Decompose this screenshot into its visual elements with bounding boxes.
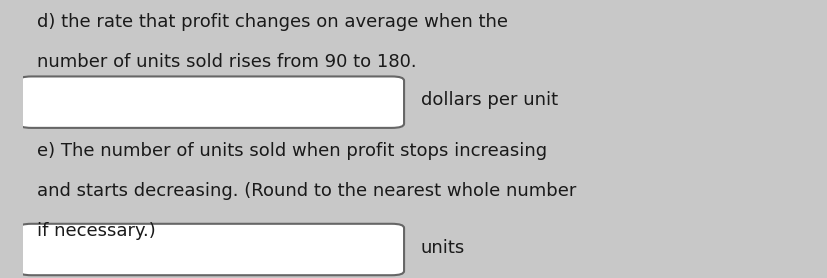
Text: if necessary.): if necessary.) (37, 222, 155, 240)
FancyBboxPatch shape (19, 76, 404, 128)
FancyBboxPatch shape (19, 224, 404, 275)
FancyBboxPatch shape (0, 0, 23, 278)
Text: number of units sold rises from 90 to 180.: number of units sold rises from 90 to 18… (37, 53, 416, 71)
FancyBboxPatch shape (804, 0, 827, 278)
Text: units: units (420, 239, 464, 257)
Text: d) the rate that profit changes on average when the: d) the rate that profit changes on avera… (37, 13, 508, 31)
Text: e) The number of units sold when profit stops increasing: e) The number of units sold when profit … (37, 142, 547, 160)
Text: dollars per unit: dollars per unit (420, 91, 557, 109)
Text: and starts decreasing. (Round to the nearest whole number: and starts decreasing. (Round to the nea… (37, 182, 576, 200)
